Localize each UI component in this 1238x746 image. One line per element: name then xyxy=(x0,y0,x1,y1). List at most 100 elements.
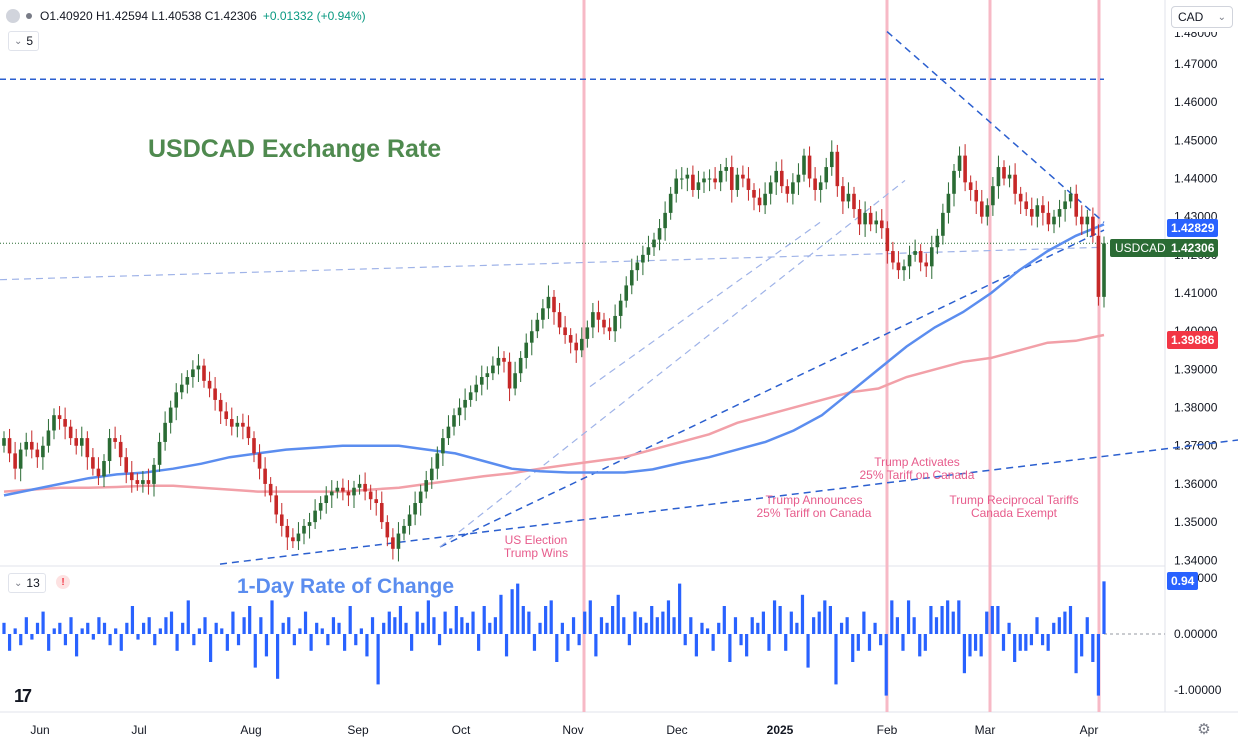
roc-bar xyxy=(566,634,570,651)
ma-short-line xyxy=(3,223,1105,497)
roc-bar xyxy=(650,606,654,634)
candle xyxy=(735,167,740,197)
roc-bar xyxy=(979,634,983,657)
roc-bar xyxy=(644,622,648,634)
x-tick-label: Nov xyxy=(562,723,583,737)
candle xyxy=(146,468,151,495)
roc-bar xyxy=(52,628,56,634)
candle xyxy=(924,253,929,278)
candle xyxy=(691,165,695,197)
event-annotation-line: Trump Wins xyxy=(504,546,568,560)
candle xyxy=(707,169,712,192)
candle xyxy=(774,161,779,195)
candle-body xyxy=(291,537,295,542)
roc-bar xyxy=(599,617,604,634)
candle-body xyxy=(129,472,134,481)
main-legend-toggle[interactable]: ⌄ 5 xyxy=(8,31,40,51)
candle-body xyxy=(441,438,445,454)
candle-body xyxy=(329,491,334,496)
candle xyxy=(541,299,545,329)
candle xyxy=(1057,199,1062,228)
candle-body xyxy=(152,464,156,484)
currency-select[interactable]: CAD ⌄ xyxy=(1171,6,1233,28)
y-tick-label: 1.44000 xyxy=(1174,172,1218,186)
candle xyxy=(313,499,317,529)
candle xyxy=(713,167,717,190)
candle-body xyxy=(413,503,417,515)
candle-body xyxy=(963,155,967,183)
candle xyxy=(796,163,801,195)
visibility-icon[interactable] xyxy=(6,9,20,23)
ohlc-values: O1.40920 H1.42594 L1.40538 C1.42306 xyxy=(40,9,257,23)
candle xyxy=(613,304,617,342)
candle-body xyxy=(102,461,106,477)
warning-icon[interactable]: ! xyxy=(56,575,70,589)
roc-bar xyxy=(683,634,687,646)
roc-bar xyxy=(91,634,95,640)
roc-bar xyxy=(739,634,743,646)
candle xyxy=(363,472,367,501)
ma-long-price-tag: 1.39886 xyxy=(1167,331,1219,349)
candle-body xyxy=(579,338,584,351)
candle-body xyxy=(202,365,206,381)
roc-bar xyxy=(114,628,118,634)
roc-bar xyxy=(242,617,246,634)
roc-bar xyxy=(890,600,894,634)
candle-body xyxy=(852,193,856,210)
candle xyxy=(496,346,501,375)
candle xyxy=(635,255,640,281)
candle xyxy=(374,490,379,516)
candle xyxy=(785,179,790,203)
roc-bar xyxy=(315,622,319,634)
candle-body xyxy=(929,247,934,267)
roc-bar xyxy=(510,589,514,634)
candle xyxy=(218,393,223,424)
roc-bar xyxy=(348,606,352,634)
candle-body xyxy=(229,419,234,427)
roc-bar xyxy=(47,634,51,651)
roc-bar xyxy=(97,617,101,634)
sub-legend-toggle[interactable]: ⌄ 13 xyxy=(8,573,46,593)
roc-bar xyxy=(432,617,436,634)
candle-body xyxy=(191,369,195,378)
candle xyxy=(913,239,917,262)
gear-icon[interactable]: ⚙ xyxy=(1197,721,1211,738)
y-tick-label: 1.41000 xyxy=(1174,286,1218,300)
candle xyxy=(829,140,834,176)
candle-body xyxy=(696,182,701,190)
roc-bar xyxy=(1096,634,1101,696)
candle-body xyxy=(146,480,151,484)
candle-body xyxy=(91,457,95,469)
candle-body xyxy=(768,182,773,194)
candle-body xyxy=(891,251,895,263)
roc-bar xyxy=(58,622,62,634)
roc-bar xyxy=(471,611,475,634)
candle-body xyxy=(796,174,801,183)
chevron-down-icon: ⌄ xyxy=(1217,11,1226,23)
candle xyxy=(157,432,162,472)
candle-body xyxy=(168,407,173,423)
roc-bar xyxy=(488,622,492,634)
roc-bar xyxy=(929,606,933,634)
roc-bar xyxy=(449,628,453,634)
candle xyxy=(852,186,856,218)
roc-bar xyxy=(1024,634,1028,651)
candle xyxy=(857,199,862,236)
candle-body xyxy=(952,170,956,194)
roc-bar xyxy=(147,617,151,634)
roc-bar xyxy=(1013,634,1017,662)
roc-bar xyxy=(789,611,793,634)
candle xyxy=(457,398,462,426)
trendline xyxy=(589,221,821,388)
candle-body xyxy=(135,480,140,484)
roc-bar xyxy=(638,617,643,634)
candle xyxy=(168,400,173,434)
candle xyxy=(113,426,117,449)
candle xyxy=(296,522,301,550)
candle xyxy=(396,522,401,562)
candle-body xyxy=(774,170,779,183)
roc-bar xyxy=(493,617,497,634)
candle-body xyxy=(802,155,806,175)
candle xyxy=(102,454,106,487)
